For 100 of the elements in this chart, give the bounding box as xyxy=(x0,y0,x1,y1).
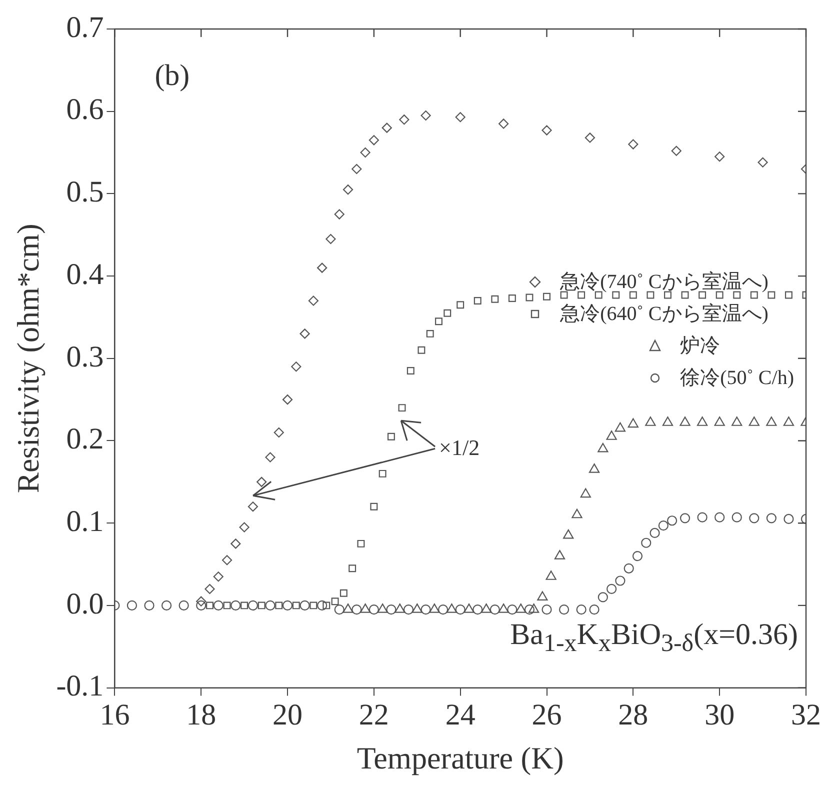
point xyxy=(274,427,284,438)
x-tick-label: 24 xyxy=(445,698,476,732)
point xyxy=(126,600,138,610)
point xyxy=(615,576,626,586)
point xyxy=(455,112,466,122)
point xyxy=(614,422,626,432)
x-tick-label: 20 xyxy=(272,698,303,732)
y-tick-label: 0.4 xyxy=(66,258,104,291)
point xyxy=(282,600,293,610)
point xyxy=(750,291,758,299)
point xyxy=(598,442,608,452)
point xyxy=(444,309,452,317)
point xyxy=(641,538,652,548)
point xyxy=(664,291,672,299)
point xyxy=(628,139,638,150)
point xyxy=(240,602,248,610)
x-tick-label: 18 xyxy=(186,698,216,732)
point xyxy=(368,604,379,615)
y-axis-title: Resistivity (ohm*cm) xyxy=(10,224,46,494)
point xyxy=(667,516,678,526)
point xyxy=(714,416,725,426)
point xyxy=(680,416,690,426)
point xyxy=(258,602,266,610)
point xyxy=(580,488,591,498)
point xyxy=(697,512,708,522)
point xyxy=(370,502,378,510)
point xyxy=(455,604,466,615)
legend-label: 急冷(740˚ Cから室温へ) xyxy=(560,270,768,296)
point xyxy=(342,604,354,613)
point xyxy=(606,584,617,594)
point xyxy=(418,346,426,354)
point xyxy=(230,538,241,549)
y-tick-label: 0.1 xyxy=(66,504,104,538)
point xyxy=(507,604,518,615)
point xyxy=(716,291,724,299)
legend-label: 急冷(640˚ Cから室温へ) xyxy=(560,302,768,328)
point xyxy=(598,592,608,602)
point xyxy=(560,291,568,299)
point xyxy=(624,563,634,574)
point xyxy=(491,295,499,303)
x-tick-label: 22 xyxy=(358,698,389,732)
point xyxy=(248,600,258,610)
point xyxy=(594,291,602,299)
point xyxy=(322,602,330,610)
y-tick-label: 0.7 xyxy=(66,10,104,44)
point xyxy=(213,600,224,610)
point xyxy=(645,416,656,426)
point xyxy=(546,570,556,580)
x-tick-label: 26 xyxy=(532,698,562,732)
point xyxy=(490,604,500,615)
point xyxy=(662,416,674,426)
point xyxy=(584,132,596,143)
y-tick-label: 0.5 xyxy=(66,176,104,209)
point xyxy=(572,508,582,518)
point xyxy=(386,604,396,615)
point xyxy=(758,157,768,168)
y-tick-label: 0.6 xyxy=(66,93,104,126)
point xyxy=(714,152,725,162)
point xyxy=(348,564,356,572)
point xyxy=(300,328,310,339)
point xyxy=(399,114,410,125)
annotation: (b) xyxy=(154,59,190,93)
point xyxy=(420,604,431,615)
point xyxy=(360,147,370,158)
point xyxy=(291,362,302,372)
legend-label: 炉冷 xyxy=(680,334,720,360)
point xyxy=(650,528,660,538)
point xyxy=(308,296,318,306)
point xyxy=(784,514,794,524)
point xyxy=(558,604,570,615)
point xyxy=(768,291,776,299)
point xyxy=(498,118,509,129)
point xyxy=(326,234,336,244)
point xyxy=(403,604,414,615)
point xyxy=(606,430,617,440)
point xyxy=(368,135,379,146)
point xyxy=(256,476,267,487)
point xyxy=(578,291,586,299)
point xyxy=(429,604,440,613)
point xyxy=(420,110,431,121)
point xyxy=(628,418,638,428)
point xyxy=(524,604,535,615)
point xyxy=(377,604,388,613)
point xyxy=(714,512,725,522)
point xyxy=(213,572,224,582)
point xyxy=(317,262,328,273)
point xyxy=(498,604,509,613)
point xyxy=(387,432,395,440)
point xyxy=(412,604,422,613)
legend-label: 徐冷(50˚ C/h) xyxy=(680,366,794,392)
y-tick-label: 0.0 xyxy=(66,587,104,620)
annotation: ×1/2 xyxy=(439,434,480,461)
point xyxy=(300,600,310,610)
point xyxy=(352,604,362,615)
x-tick-label: 30 xyxy=(704,698,735,732)
point xyxy=(732,512,742,522)
point xyxy=(265,452,276,462)
point xyxy=(632,550,643,562)
point xyxy=(275,602,283,610)
point xyxy=(680,513,690,524)
